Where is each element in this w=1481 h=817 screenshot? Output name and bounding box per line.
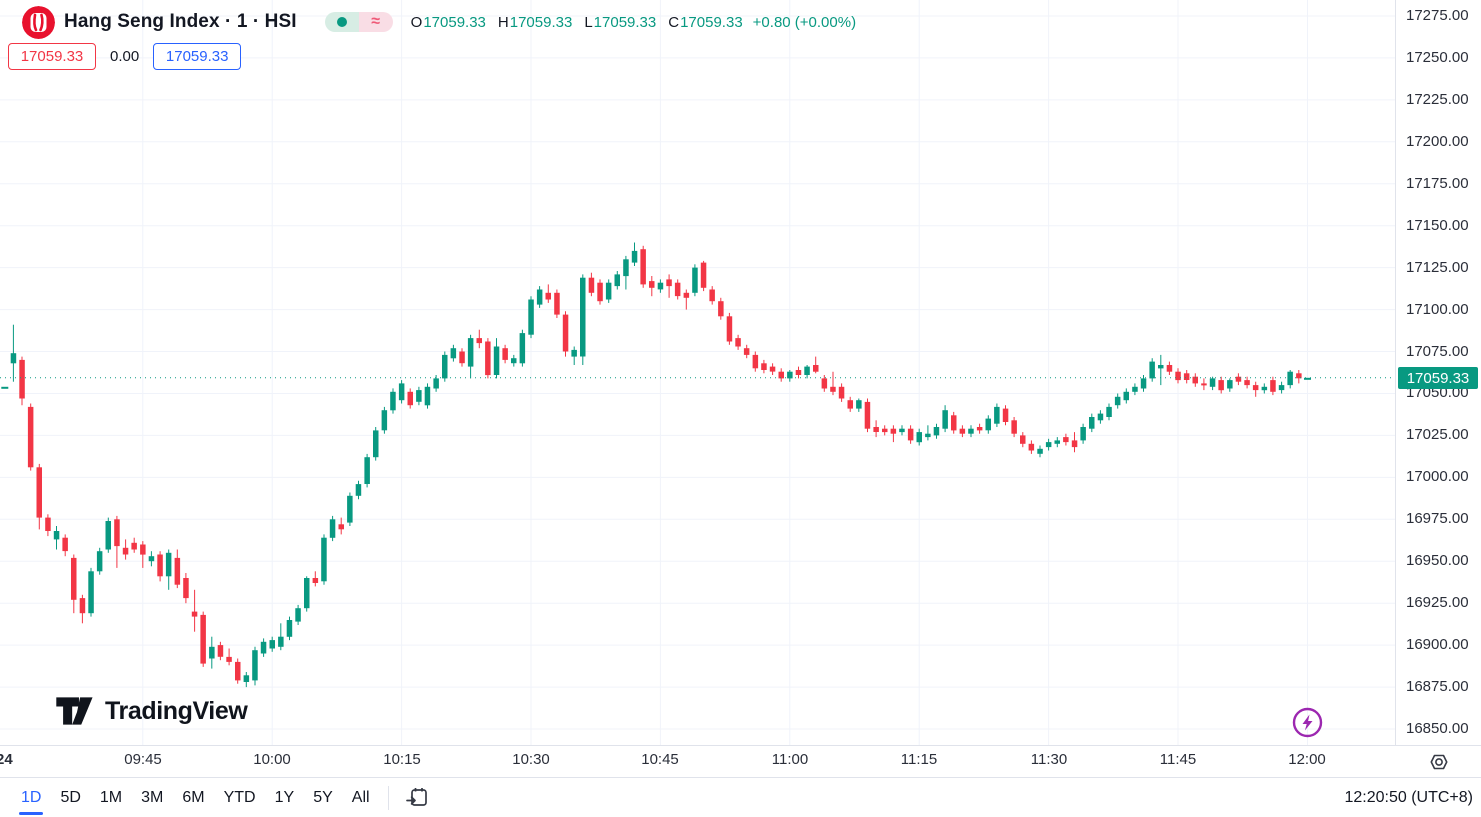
price-axis-label: 16950.00 [1406,552,1469,569]
price-axis[interactable]: 17059.33 17275.00 17250.00 17225.00 17200.0… [1395,0,1481,745]
time-axis-label: 10:15 [383,751,421,768]
change-value: +0.80 (+0.00%) [752,13,857,31]
time-axis-label: 10:00 [253,751,291,768]
time-axis-label: 09:45 [124,751,162,768]
spread-value: 0.00 [110,48,140,65]
price-axis-label: 17000.00 [1406,468,1469,485]
boost-icon[interactable] [1292,707,1323,738]
time-axis-label: 10:30 [512,751,550,768]
time-axis-date-label: 24 [0,751,13,768]
hang-seng-logo-icon [22,5,55,39]
range-button-6m[interactable]: 6M [180,784,206,811]
open-label: O [410,13,423,31]
range-button-all[interactable]: All [350,784,372,811]
time-axis-label: 10:45 [641,751,679,768]
close-label: C [668,13,680,31]
delayed-data-icon: ≈ [371,13,381,30]
tradingview-logo-icon [56,697,93,725]
open-value: 17059.33 [423,13,486,31]
price-axis-label: 17150.00 [1406,217,1469,234]
low-label: L [584,13,593,31]
price-axis-label: 16850.00 [1406,720,1469,737]
time-axis[interactable]: 24 09:45 10:00 10:15 10:30 10:45 11:00 11:15 11… [0,745,1481,777]
range-button-1d[interactable]: 1D [19,784,44,816]
high-value: 17059.33 [509,13,573,31]
timezone-clock[interactable]: 12:20:50 (UTC+8) [1344,789,1473,806]
price-axis-label: 17025.00 [1406,426,1469,443]
go-to-date-icon[interactable] [403,784,431,812]
ohlc-readout: O 17059.33 H 17059.33 L 17059.33 C 17059.33 … [411,14,856,31]
price-axis-label: 17075.00 [1406,343,1469,360]
price-axis-label: 17225.00 [1406,91,1469,108]
price-axis-label: 17250.00 [1406,49,1469,66]
price-axis-label: 17125.00 [1406,259,1469,276]
chart-canvas[interactable] [0,0,1395,745]
buy-price-button[interactable]: 17059.33 [153,43,242,70]
time-axis-label: 11:45 [1159,751,1197,768]
time-axis-label: 11:30 [1030,751,1068,768]
range-button-ytd[interactable]: YTD [222,784,258,811]
symbol-title[interactable]: Hang Seng Index · 1 · HSI [64,11,297,32]
tradingview-logo[interactable]: TradingView [55,694,248,728]
vertical-gridlines [142,0,1308,745]
high-label: H [497,13,509,31]
time-axis-label: 12:00 [1288,751,1326,768]
market-open-dot-icon [336,17,347,27]
low-value: 17059.33 [593,13,657,31]
range-button-3m[interactable]: 3M [139,784,165,811]
sell-price-button[interactable]: 17059.33 [8,43,96,70]
range-button-1m[interactable]: 1M [98,784,124,811]
tradingview-wordmark: TradingView [105,696,248,725]
time-axis-label: 11:00 [771,751,809,768]
time-axis-label: 11:15 [900,751,938,768]
close-value: 17059.33 [680,13,743,31]
price-axis-label: 17275.00 [1406,7,1469,24]
gear-icon[interactable] [1427,750,1451,774]
current-price-tag: 17059.33 [1398,367,1478,389]
candlestick-series [1,242,1311,688]
bottom-toolbar: 1D 5D 1M 3M 6M YTD 1Y 5Y All 12:20:50 (UTC+8) [0,777,1481,817]
range-button-5d[interactable]: 5D [58,784,82,811]
price-axis-label: 17100.00 [1406,301,1469,318]
price-axis-label: 16875.00 [1406,678,1469,695]
price-axis-label: 17175.00 [1406,175,1469,192]
price-axis-label: 16900.00 [1406,636,1469,653]
horizontal-gridlines [0,15,1395,730]
market-status-pill[interactable]: ≈ [324,12,393,32]
price-axis-label: 17200.00 [1406,133,1469,150]
price-axis-label: 16975.00 [1406,510,1469,527]
range-selector: 1D 5D 1M 3M 6M YTD 1Y 5Y All [19,784,372,816]
range-button-5y[interactable]: 5Y [311,784,335,811]
range-button-1y[interactable]: 1Y [273,784,297,811]
price-axis-label: 16925.00 [1406,594,1469,611]
toolbar-divider [387,785,389,810]
